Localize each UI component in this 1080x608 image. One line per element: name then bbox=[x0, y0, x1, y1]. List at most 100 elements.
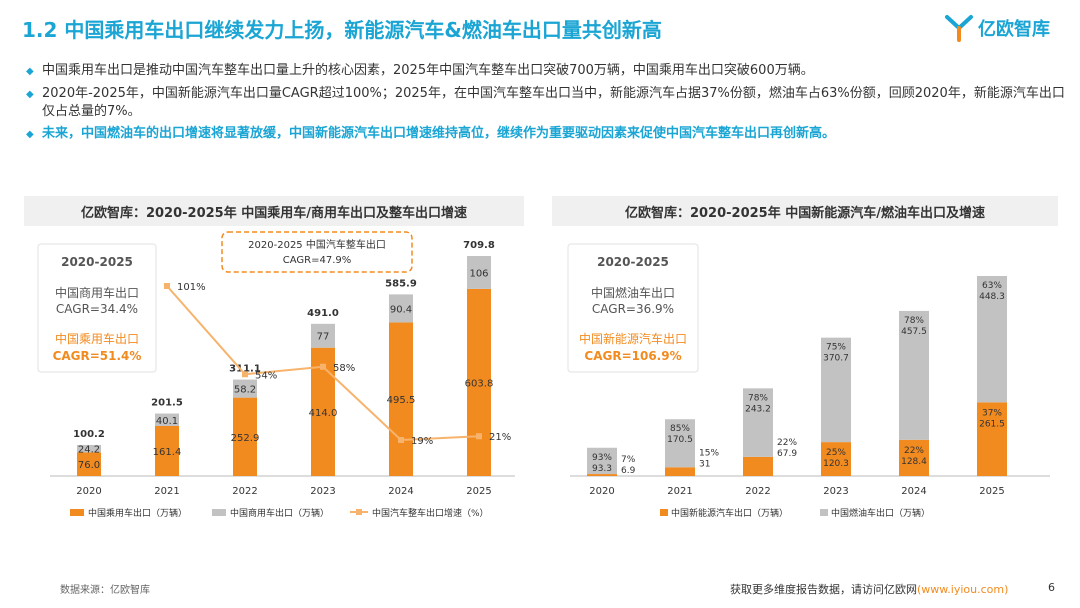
chart1-bar-commercial bbox=[311, 323, 335, 348]
chart2-header: 亿欧智库：2020-2025年 中国新能源汽车/燃油车出口及增速 bbox=[552, 196, 1058, 226]
chart1-bar-commercial bbox=[155, 413, 179, 426]
chart2-x-tick-label: 2023 bbox=[823, 486, 848, 497]
chart2-bar-nev bbox=[821, 442, 851, 476]
chart2-legend-swatch-nev bbox=[660, 509, 668, 516]
chart2-legend-nev: 中国新能源汽车出口（万辆） bbox=[671, 507, 788, 519]
chart2-nev-share-label: 22% bbox=[904, 446, 924, 456]
chart1-legend-swatch-line-marker bbox=[356, 509, 362, 515]
footer-link[interactable]: (www.iyiou.com) bbox=[917, 583, 1009, 596]
chart1-commercial-value-label: 106 bbox=[469, 268, 488, 279]
footer-source: 数据来源：亿欧智库 bbox=[60, 585, 150, 596]
chart1-cagr-box bbox=[37, 243, 157, 373]
chart2-nev-value-label: 6.9 bbox=[621, 466, 636, 476]
chart2-bar-nev bbox=[899, 439, 929, 476]
chart2-bar-nev bbox=[977, 402, 1007, 476]
chart1-x-tick-label: 2023 bbox=[310, 486, 335, 497]
chart1-x-tick-label: 2024 bbox=[388, 486, 413, 497]
bullet-text: 未来，中国燃油车的出口增速将显著放缓，中国新能源汽车出口增速维持高位，继续作为重… bbox=[42, 126, 836, 141]
chart1-growth-marker bbox=[398, 437, 404, 443]
chart1-legend-swatch-commercial bbox=[212, 509, 226, 516]
chart1-growth-marker bbox=[476, 433, 482, 440]
bullet-item: ◆ 中国乘用车出口是推动中国汽车整车出口量上升的核心因素，2025年中国汽车整车… bbox=[26, 62, 1066, 81]
logo-text: 亿欧智库 bbox=[978, 19, 1050, 40]
chart2-fuel-value-label: 370.7 bbox=[823, 354, 849, 364]
chart1-growth-label: 21% bbox=[489, 432, 511, 443]
chart1-commercial-value-label: 24.2 bbox=[78, 445, 100, 456]
chart1-commercial-value-label: 90.4 bbox=[390, 304, 412, 315]
page-title: 1.2 中国乘用车出口继续发力上扬，新能源汽车&燃油车出口量共创新高 bbox=[22, 18, 662, 42]
chart2-nev-value-label: 31 bbox=[699, 459, 710, 469]
chart1-total-value-label: 311.1 bbox=[229, 364, 261, 375]
chart2-nev-value-label: 261.5 bbox=[979, 419, 1005, 429]
chart1-bar-commercial bbox=[77, 444, 101, 453]
bullet-diamond-icon: ◆ bbox=[26, 89, 34, 100]
chart1-growth-marker bbox=[164, 283, 170, 289]
chart2-x-tick-label: 2020 bbox=[589, 486, 614, 497]
chart2-fuel-value-label: 457.5 bbox=[901, 327, 927, 337]
chart2-cagr-period: 2020-2025 bbox=[597, 255, 669, 269]
chart1-bar-passenger bbox=[389, 322, 413, 476]
chart1-total-value-label: 201.5 bbox=[151, 398, 183, 409]
chart1-total-value-label: 491.0 bbox=[307, 308, 339, 319]
chart2-nev-share-label: 7% bbox=[621, 455, 636, 465]
chart1-x-tick-label: 2021 bbox=[154, 486, 179, 497]
chart1-x-tick-label: 2020 bbox=[76, 486, 101, 497]
chart1-growth-label: 58% bbox=[333, 363, 355, 374]
chart2-nev-value-label: 120.3 bbox=[823, 459, 849, 469]
chart2-x-tick-label: 2024 bbox=[901, 486, 926, 497]
bullet-text: 2020年-2025年，中国新能源汽车出口量CAGR超过100%；2025年，在… bbox=[42, 86, 1065, 119]
chart1-growth-label: 54% bbox=[255, 370, 277, 381]
chart1-bar-commercial bbox=[233, 379, 257, 398]
chart1-commercial-value-label: 77 bbox=[317, 332, 330, 343]
chart2-nev-value-label: 128.4 bbox=[901, 457, 927, 467]
chart2-nev-share-label: 37% bbox=[982, 408, 1002, 418]
chart2-nev-share-label: 15% bbox=[699, 448, 719, 458]
chart2-bar-nev bbox=[587, 474, 617, 476]
chart1-cagr-period: 2020-2025 bbox=[61, 255, 133, 269]
chart1-cagr-commercial-label: 中国商用车出口 bbox=[55, 285, 139, 300]
bullet-item: ◆ 未来，中国燃油车的出口增速将显著放缓，中国新能源汽车出口增速维持高位，继续作… bbox=[26, 125, 1066, 144]
chart1-total-cagr-line1: 2020-2025 中国汽车整车出口 bbox=[248, 238, 386, 251]
chart1-growth-marker bbox=[242, 371, 248, 378]
chart1-cagr-passenger-value: CAGR=51.4% bbox=[53, 349, 142, 363]
chart1-growth-marker bbox=[320, 363, 326, 370]
chart2-legend-swatch-fuel bbox=[820, 509, 828, 516]
chart1-legend-commercial: 中国商用车出口（万辆） bbox=[230, 507, 329, 519]
chart2-nev-share-label: 22% bbox=[777, 438, 797, 448]
bullet-diamond-icon: ◆ bbox=[26, 66, 34, 77]
chart2-fuel-value-label: 243.2 bbox=[745, 404, 771, 414]
chart2-bar-nev bbox=[743, 456, 773, 476]
chart1-passenger-value-label: 252.9 bbox=[231, 433, 260, 444]
chart2-fuel-value-label: 93.3 bbox=[592, 464, 612, 474]
chart2-fuel-value-label: 170.5 bbox=[667, 435, 693, 445]
footer-more-text: 获取更多维度报告数据，请访问亿欧网 bbox=[730, 583, 917, 596]
bullet-diamond-icon: ◆ bbox=[26, 129, 34, 140]
chart2-x-tick-label: 2021 bbox=[667, 486, 692, 497]
bullet-list: ◆ 中国乘用车出口是推动中国汽车整车出口量上升的核心因素，2025年中国汽车整车… bbox=[26, 62, 1066, 148]
chart2-bar-fuel bbox=[899, 310, 929, 440]
chart2-bar-fuel bbox=[743, 388, 773, 457]
chart2-bar-fuel bbox=[665, 419, 695, 468]
chart1-total-cagr-box bbox=[221, 231, 413, 273]
chart2-x-tick-label: 2025 bbox=[979, 486, 1004, 497]
bullet-item: ◆ 2020年-2025年，中国新能源汽车出口量CAGR超过100%；2025年… bbox=[26, 85, 1066, 121]
footer-more: 获取更多维度报告数据，请访问亿欧网(www.iyiou.com) bbox=[730, 581, 1008, 597]
chart2-fuel-value-label: 448.3 bbox=[979, 292, 1005, 302]
chart2-fuel-share-label: 78% bbox=[748, 393, 768, 403]
chart2-cagr-nev-label: 中国新能源汽车出口 bbox=[579, 331, 687, 346]
chart1-cagr-commercial-value: CAGR=34.4% bbox=[56, 302, 138, 316]
chart1-total-value-label: 100.2 bbox=[73, 429, 105, 440]
chart2-legend-fuel: 中国燃油车出口（万辆） bbox=[831, 507, 930, 519]
chart2-cagr-box bbox=[567, 243, 699, 373]
chart1-bar-passenger bbox=[467, 288, 491, 476]
chart2-fuel-share-label: 78% bbox=[904, 316, 924, 326]
chart1-growth-label: 101% bbox=[177, 282, 206, 293]
chart1-commercial-value-label: 40.1 bbox=[156, 416, 178, 427]
chart2-fuel-share-label: 63% bbox=[982, 281, 1002, 291]
chart2-bar-fuel bbox=[977, 276, 1007, 403]
chart1-total-value-label: 585.9 bbox=[385, 278, 417, 289]
chart1-bar-passenger bbox=[155, 425, 179, 476]
chart1-passenger-value-label: 161.4 bbox=[153, 447, 182, 458]
chart2-fuel-share-label: 75% bbox=[826, 343, 846, 353]
chart1-total-cagr-line2: CAGR=47.9% bbox=[283, 255, 352, 266]
